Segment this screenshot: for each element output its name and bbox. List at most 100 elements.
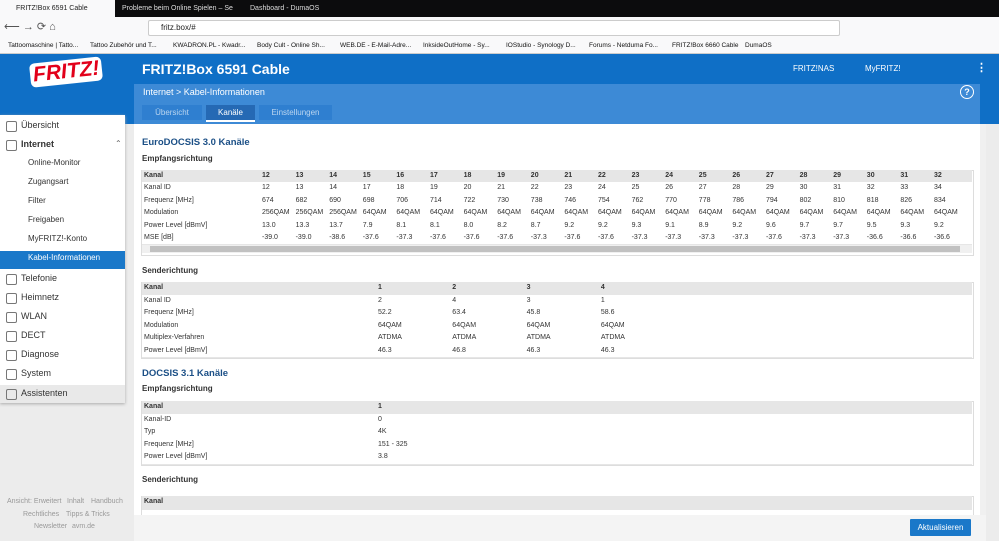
footer-link[interactable]: Handbuch [91, 498, 123, 505]
nav-item[interactable]: WLAN [21, 311, 48, 321]
cell: ATDMA [378, 334, 402, 341]
cell: 9.7 [799, 221, 810, 229]
active-tab[interactable] [0, 0, 115, 17]
cell: -37.3 [530, 234, 547, 241]
address-text[interactable]: fritz.box/# [161, 23, 196, 32]
cell: 730 [497, 196, 509, 204]
nav-item[interactable]: MyFRITZ!-Konto [28, 234, 88, 243]
row-label: Kanal [144, 172, 164, 179]
row-label: Typ [144, 428, 156, 435]
tab-bar [0, 0, 999, 17]
footer-link[interactable]: avm.de [72, 523, 95, 530]
nav-item[interactable]: Kabel-Informationen [28, 253, 101, 262]
bookmark[interactable]: InksideOutHome - Sy... [423, 42, 490, 49]
tab-label[interactable]: Dashboard - DumaOS [250, 5, 320, 12]
footer-link[interactable]: Tipps & Tricks [66, 511, 110, 518]
nav-item[interactable]: Online-Monitor [28, 158, 81, 167]
cell: -36.6 [866, 234, 883, 241]
cell: 17 [430, 172, 438, 179]
footer-link[interactable]: Inhalt [67, 498, 85, 505]
nav-item[interactable]: Zugangsart [28, 177, 69, 186]
row-label: Frequenz [MHz] [144, 196, 194, 204]
page-tab[interactable]: Übersicht [142, 105, 202, 120]
footer-link[interactable]: Newsletter [34, 523, 68, 530]
nav-item[interactable]: Internet [21, 139, 55, 149]
bookmark[interactable]: DumaOS [745, 42, 772, 49]
nav-item[interactable]: Telefonie [21, 273, 58, 283]
row-label: Kanal-ID [144, 415, 172, 423]
help-icon[interactable]: ? [960, 85, 974, 99]
nav-item[interactable]: System [21, 368, 52, 378]
cell: -37.3 [732, 234, 749, 241]
row-label: Kanal [144, 403, 164, 410]
cell: 27 [698, 184, 707, 192]
page-tab[interactable]: Kanäle [206, 105, 255, 122]
table-row [142, 282, 972, 296]
nav-item[interactable]: Diagnose [21, 349, 60, 359]
bookmark[interactable]: Tattoomaschine | Tatto... [8, 42, 79, 49]
cell: 9.2 [934, 221, 944, 229]
cell: 13.0 [262, 221, 276, 229]
cell: 64QAM [452, 321, 477, 329]
cell: 29 [766, 184, 774, 192]
cell: -37.6 [497, 234, 514, 241]
bookmark[interactable]: Body Cult - Online Sh... [257, 42, 325, 49]
bookmark[interactable]: Tattoo Zubehör und T... [90, 42, 157, 49]
row-label: MSE [dB] [144, 234, 174, 241]
bookmark[interactable]: IOStudio - Synology D... [506, 42, 576, 49]
cell: 31 [833, 184, 841, 192]
cell: 58.6 [600, 309, 615, 316]
cell: 4K [378, 428, 387, 435]
bookmark[interactable]: WEB.DE - E-Mail-Adre... [340, 42, 412, 49]
header-link[interactable]: MyFRITZ! [865, 64, 901, 73]
refresh-button[interactable]: Aktualisieren [910, 519, 971, 536]
bookmark[interactable]: KWADRON.PL - Kwadr... [173, 42, 246, 49]
cell: 9.3 [900, 221, 911, 229]
nav-item[interactable]: Assistenten [21, 388, 68, 398]
cell: 19 [430, 184, 438, 192]
nav-icon [6, 312, 17, 323]
h-scroll-thumb[interactable] [150, 246, 960, 253]
menu-icon[interactable]: ⋮ [976, 62, 987, 74]
bookmark[interactable]: FRITZ!Box 6660 Cable [672, 42, 739, 49]
nav-item[interactable]: Filter [28, 196, 46, 205]
header-link[interactable]: FRITZ!NAS [793, 64, 835, 73]
cell: 64QAM [665, 209, 689, 217]
nav-item[interactable]: Übersicht [21, 120, 60, 130]
address-bar[interactable] [148, 20, 840, 36]
nav-item[interactable]: DECT [21, 330, 46, 340]
cell: 64QAM [378, 321, 402, 329]
cell: 13 [295, 172, 304, 179]
table-title: Senderichtung [142, 266, 199, 275]
footer-link[interactable]: Rechtliches [23, 511, 60, 518]
nav-item[interactable]: Freigaben [28, 215, 65, 224]
cell: 22 [598, 172, 606, 179]
cell: 722 [463, 196, 476, 204]
cell: 64QAM [526, 321, 551, 329]
tab-label[interactable]: FRITZ!Box 6591 Cable [16, 5, 88, 12]
bookmark[interactable]: Forums - Netduma Fo... [589, 42, 658, 49]
cell: 2 [452, 284, 457, 291]
cell: 64QAM [799, 209, 824, 217]
tab-label[interactable]: Probleme beim Online Spielen – Se [122, 5, 233, 12]
cell: 64QAM [631, 209, 656, 217]
cell: -37.3 [698, 234, 715, 241]
footer-link[interactable]: Ansicht: Erweitert [7, 498, 62, 505]
page-tab[interactable]: Einstellungen [259, 105, 332, 120]
table-row [142, 294, 972, 308]
nav-buttons[interactable]: ⟵ → ⟳ ⌂ [4, 21, 56, 33]
nav-item[interactable]: Heimnetz [21, 292, 60, 302]
nav-icon [6, 331, 17, 342]
cell: -37.6 [564, 234, 581, 241]
cell: 9.5 [866, 221, 877, 229]
cell: 64QAM [362, 209, 387, 217]
cell: -37.3 [799, 234, 816, 241]
cell: 45.8 [526, 309, 541, 316]
cell: 64QAM [866, 209, 891, 217]
cell: 18 [463, 172, 472, 179]
cell: 46.3 [378, 346, 392, 354]
row-label: Modulation [144, 321, 179, 329]
cell: 64QAM [934, 209, 958, 217]
table-title: Empfangsrichtung [142, 154, 213, 163]
cell: -38.6 [329, 234, 346, 241]
